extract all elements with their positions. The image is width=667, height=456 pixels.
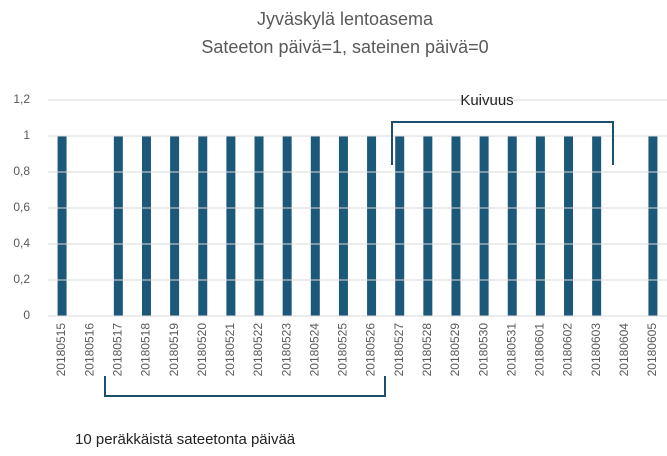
x-tick-label: 20180519 — [167, 323, 181, 377]
x-tick-label: 20180516 — [82, 323, 96, 377]
x-tick-label: 20180515 — [54, 323, 68, 377]
x-tick-label: 20180531 — [504, 323, 518, 377]
bar — [592, 136, 602, 316]
bar — [648, 136, 658, 316]
x-tick-label: 20180518 — [139, 323, 153, 377]
x-tick-label: 20180525 — [336, 323, 350, 377]
bar — [57, 136, 67, 316]
bar — [170, 136, 180, 316]
bar — [507, 136, 517, 316]
bar — [226, 136, 236, 316]
bar — [338, 136, 348, 316]
annotation: 10 peräkkäistä sateetonta päivää — [75, 431, 296, 448]
bar — [395, 136, 405, 316]
bar — [564, 136, 574, 316]
bar — [535, 136, 545, 316]
x-tick-label: 20180605 — [645, 323, 659, 377]
x-tick-label: 20180527 — [392, 323, 406, 377]
y-tick-label: 1,2 — [13, 92, 30, 106]
annotation: Kuivuus — [460, 92, 513, 109]
x-tick-label: 20180603 — [589, 323, 603, 377]
bar — [310, 136, 320, 316]
bar — [254, 136, 264, 316]
y-tick-label: 0,6 — [13, 200, 30, 214]
bar — [198, 136, 208, 316]
x-tick-label: 20180529 — [448, 323, 462, 377]
x-tick-label: 20180521 — [223, 323, 237, 377]
y-tick-label: 0,2 — [13, 272, 30, 286]
x-tick-label: 20180524 — [307, 323, 321, 377]
y-tick-label: 0,8 — [13, 164, 30, 178]
y-tick-label: 0,4 — [13, 236, 30, 250]
x-tick-label: 20180604 — [617, 323, 631, 377]
y-tick-label: 1 — [23, 128, 30, 142]
bar — [451, 136, 461, 316]
bar — [479, 136, 489, 316]
bracket-bottom — [104, 376, 386, 397]
x-tick-label: 20180526 — [364, 323, 378, 377]
bar — [282, 136, 292, 316]
x-tick-label: 20180528 — [420, 323, 434, 377]
x-tick-label: 20180601 — [533, 323, 547, 377]
x-tick-label: 20180523 — [279, 323, 293, 377]
bar — [423, 136, 433, 316]
bracket-top — [391, 121, 614, 165]
chart-title: Jyväskylä lentoasema — [257, 9, 434, 29]
bar — [141, 136, 151, 316]
bar — [113, 136, 123, 316]
x-tick-label: 20180517 — [111, 323, 125, 377]
x-tick-label: 20180602 — [561, 323, 575, 377]
bar — [367, 136, 377, 316]
x-tick-label: 20180522 — [251, 323, 265, 377]
y-tick-label: 0 — [23, 308, 30, 322]
x-tick-label: 20180520 — [195, 323, 209, 377]
x-tick-label: 20180530 — [476, 323, 490, 377]
chart-subtitle: Sateeton päivä=1, sateinen päivä=0 — [201, 37, 488, 57]
